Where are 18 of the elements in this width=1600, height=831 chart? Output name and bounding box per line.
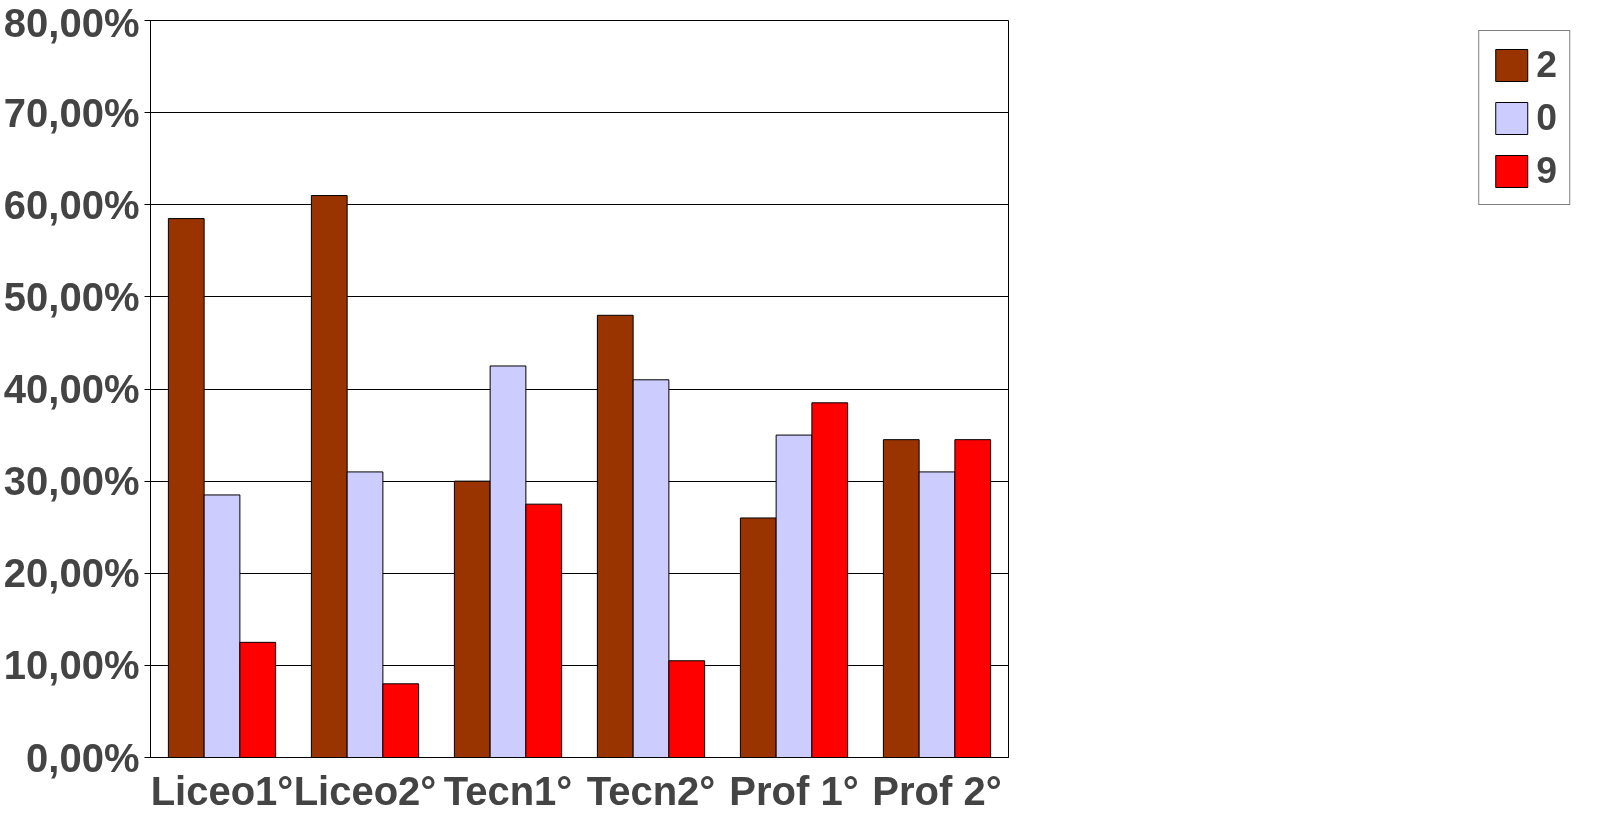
x-tick-label: Liceo2° bbox=[293, 768, 437, 813]
legend-label: 0 bbox=[1536, 96, 1557, 139]
y-tick-label: 30,00% bbox=[3, 459, 140, 504]
y-tick-label: 0,00% bbox=[26, 735, 140, 780]
x-tick-label: Liceo1° bbox=[150, 768, 294, 813]
legend-label: 2 bbox=[1536, 43, 1557, 86]
y-tick-label: 50,00% bbox=[3, 274, 140, 319]
y-tick-label: 70,00% bbox=[3, 90, 140, 135]
x-tick-label: Prof 2° bbox=[872, 768, 1002, 813]
y-tick-label: 40,00% bbox=[3, 367, 140, 411]
y-tick-label: 60,00% bbox=[3, 182, 140, 227]
y-tick-label: 10,00% bbox=[3, 643, 140, 688]
legend-label: 9 bbox=[1536, 149, 1557, 192]
x-tick-label: Tecn2° bbox=[586, 768, 716, 813]
x-tick-label: Prof 1° bbox=[729, 768, 859, 813]
y-tick-label: 20,00% bbox=[3, 551, 140, 596]
y-tick-label: 80,00% bbox=[3, 0, 140, 45]
x-tick-label: Tecn1° bbox=[443, 768, 573, 813]
